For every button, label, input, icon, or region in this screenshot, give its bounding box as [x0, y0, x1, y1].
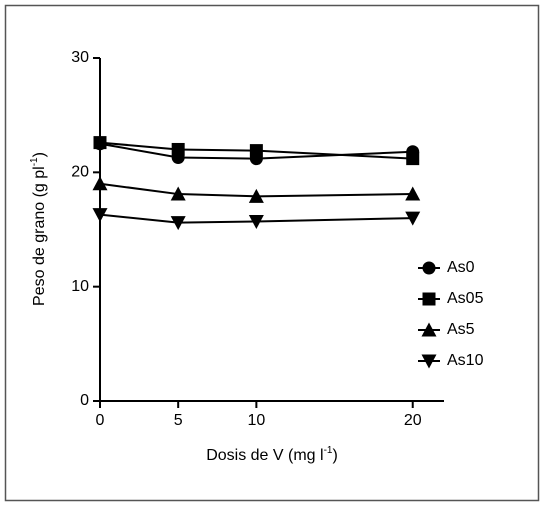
marker	[249, 144, 263, 158]
legend-label: As05	[447, 290, 484, 307]
marker	[171, 142, 185, 156]
y-axis-title-sup: -1	[29, 157, 40, 166]
marker	[170, 186, 186, 201]
marker	[405, 211, 421, 226]
marker	[405, 186, 421, 201]
marker	[422, 261, 436, 275]
y-tick-label: 30	[71, 49, 89, 66]
legend-label: As10	[447, 352, 484, 369]
marker	[170, 216, 186, 231]
series-line	[99, 213, 413, 224]
series-line	[99, 141, 413, 160]
y-tick-label: 10	[71, 278, 89, 295]
x-axis-title-sup: -1	[324, 445, 333, 456]
x-axis-title: Dosis de V (mg l-1)	[206, 445, 338, 465]
legend-label: As0	[447, 259, 475, 276]
y-tick-label: 0	[80, 392, 89, 409]
x-axis-title-main: Dosis de V (mg l	[206, 447, 323, 464]
marker	[421, 322, 437, 337]
marker	[248, 214, 264, 229]
marker	[93, 136, 107, 150]
marker	[248, 188, 264, 203]
x-tick-label: 0	[96, 412, 105, 429]
y-axis-title-main: Peso de grano (g pl	[31, 166, 48, 306]
legend-label: As5	[447, 321, 475, 338]
marker	[92, 208, 108, 223]
x-tick-label: 20	[404, 412, 422, 429]
x-axis-title-end: )	[332, 447, 337, 464]
series-line	[99, 182, 413, 198]
marker	[421, 354, 437, 369]
x-tick-label: 5	[174, 412, 183, 429]
y-tick-label: 20	[71, 164, 89, 181]
marker	[406, 152, 420, 166]
frame	[4, 4, 540, 502]
y-axis-title: Peso de grano (g pl-1)	[29, 152, 49, 306]
y-axis-title-end: )	[31, 152, 48, 157]
x-tick-label: 10	[247, 412, 265, 429]
marker	[92, 176, 108, 191]
marker	[422, 292, 436, 306]
